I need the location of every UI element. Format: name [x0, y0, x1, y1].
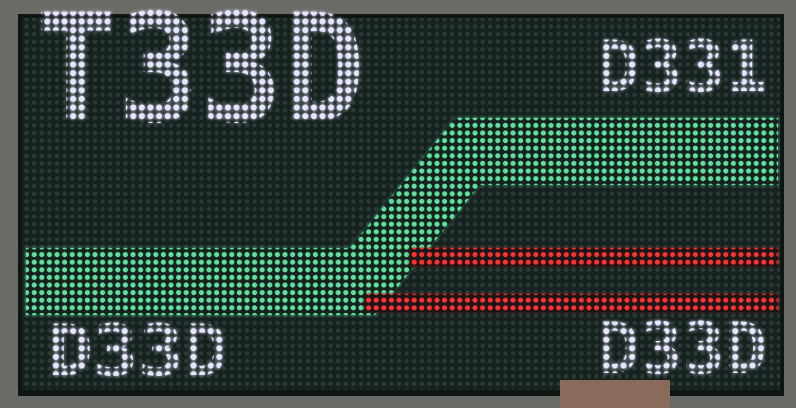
red-line [365, 294, 778, 312]
green-band [26, 118, 778, 315]
red-line [410, 248, 778, 266]
led-text: D33D [597, 308, 767, 390]
led-text: D33D [48, 310, 228, 392]
led-text: D331 [597, 26, 767, 108]
led-text: T33D [35, 0, 365, 157]
cable [560, 380, 670, 408]
